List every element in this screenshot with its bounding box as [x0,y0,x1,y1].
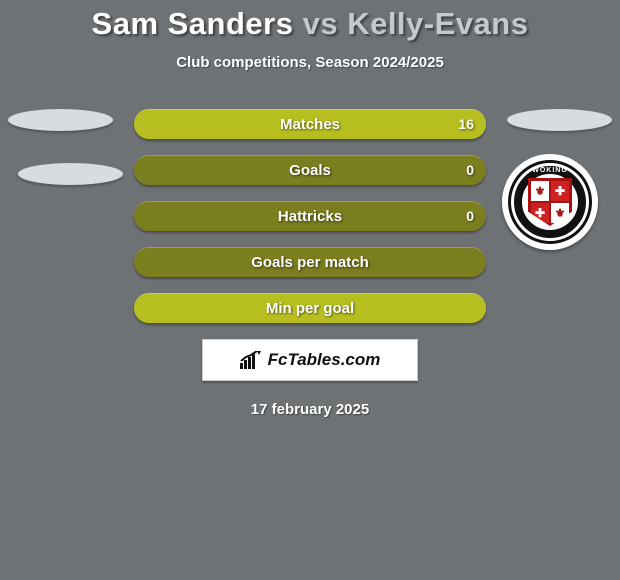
stat-value-left [134,201,158,231]
stat-label: Goals per match [134,247,486,277]
vs-text: vs [293,6,347,41]
stat-label: Hattricks [134,201,486,231]
stat-value-right: 16 [446,109,486,139]
badge-q4: ⚜ [550,202,570,224]
stat-value-left [134,155,158,185]
subtitle: Club competitions, Season 2024/2025 [0,54,620,71]
player1-silhouette-body [18,163,123,185]
badge-q3: ✚ [530,202,550,224]
stat-label: Min per goal [134,293,486,323]
stat-value-right: 0 [454,155,486,185]
badge-q1: ⚜ [530,180,550,202]
player1-name: Sam Sanders [92,6,294,41]
player2-club-badge: WOKING ⚜ ✚ ✚ ⚜ [502,154,598,250]
stat-value-right [462,247,486,277]
badge-shield: ⚜ ✚ ✚ ⚜ [528,178,572,226]
brand-text: FcTables.com [268,350,381,370]
date-text: 17 february 2025 [0,401,620,418]
stat-row: Min per goal [134,293,486,323]
page-title: Sam Sanders vs Kelly-Evans [0,0,620,42]
stat-value-left [134,247,158,277]
stat-value-right [462,293,486,323]
stat-label: Goals [134,155,486,185]
player1-silhouette-head [8,109,113,131]
badge-ring-text: WOKING [511,167,589,174]
stat-value-left [134,293,158,323]
player2-silhouette-head [507,109,612,131]
brand-chart-icon [240,351,262,369]
brand-box: FcTables.com [202,339,418,381]
bars-container: Matches16Goals0Hattricks0Goals per match… [134,109,486,323]
stat-value-left [134,109,158,139]
player2-name: Kelly-Evans [347,6,528,41]
stat-row: Goals per match [134,247,486,277]
comparison-chart: WOKING ⚜ ✚ ✚ ⚜ Matches16Goals0Hattricks0… [0,109,620,418]
stat-row: Matches16 [134,109,486,139]
stat-row: Hattricks0 [134,201,486,231]
stat-row: Goals0 [134,155,486,185]
stat-label: Matches [134,109,486,139]
badge-q2: ✚ [550,180,570,202]
stat-value-right: 0 [454,201,486,231]
